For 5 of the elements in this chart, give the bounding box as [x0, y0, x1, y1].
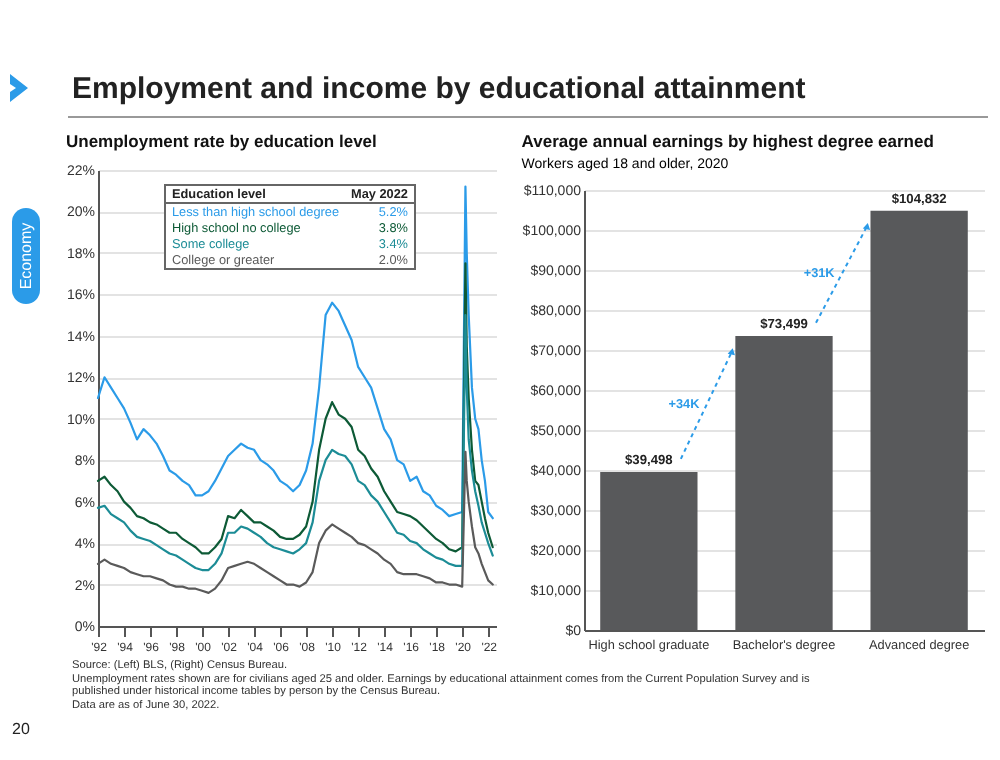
- chart-title: Average annual earnings by highest degree earned: [521, 131, 934, 151]
- text: Employment and income by educational attainment: [72, 72, 806, 106]
- chart-title: Unemployment rate by education level: [65, 131, 377, 151]
- text: Economy: [17, 222, 35, 290]
- text: 20: [12, 720, 30, 738]
